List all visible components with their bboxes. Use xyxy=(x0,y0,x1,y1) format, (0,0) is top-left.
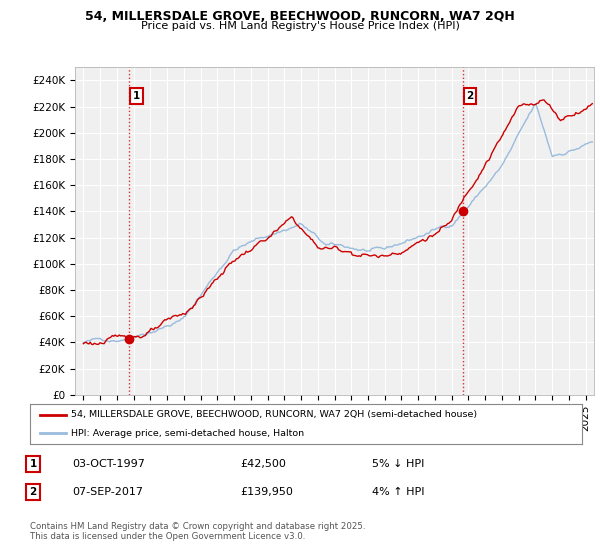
Text: 03-OCT-1997: 03-OCT-1997 xyxy=(72,459,145,469)
Text: 07-SEP-2017: 07-SEP-2017 xyxy=(72,487,143,497)
Text: £139,950: £139,950 xyxy=(240,487,293,497)
Text: 1: 1 xyxy=(133,91,140,101)
Text: Price paid vs. HM Land Registry's House Price Index (HPI): Price paid vs. HM Land Registry's House … xyxy=(140,21,460,31)
Text: 1: 1 xyxy=(29,459,37,469)
Text: £42,500: £42,500 xyxy=(240,459,286,469)
Text: 54, MILLERSDALE GROVE, BEECHWOOD, RUNCORN, WA7 2QH: 54, MILLERSDALE GROVE, BEECHWOOD, RUNCOR… xyxy=(85,10,515,23)
Text: Contains HM Land Registry data © Crown copyright and database right 2025.
This d: Contains HM Land Registry data © Crown c… xyxy=(30,522,365,542)
Text: 54, MILLERSDALE GROVE, BEECHWOOD, RUNCORN, WA7 2QH (semi-detached house): 54, MILLERSDALE GROVE, BEECHWOOD, RUNCOR… xyxy=(71,410,478,419)
Text: 5% ↓ HPI: 5% ↓ HPI xyxy=(372,459,424,469)
Text: 2: 2 xyxy=(466,91,473,101)
Text: HPI: Average price, semi-detached house, Halton: HPI: Average price, semi-detached house,… xyxy=(71,429,305,438)
Text: 2: 2 xyxy=(29,487,37,497)
Text: 4% ↑ HPI: 4% ↑ HPI xyxy=(372,487,425,497)
